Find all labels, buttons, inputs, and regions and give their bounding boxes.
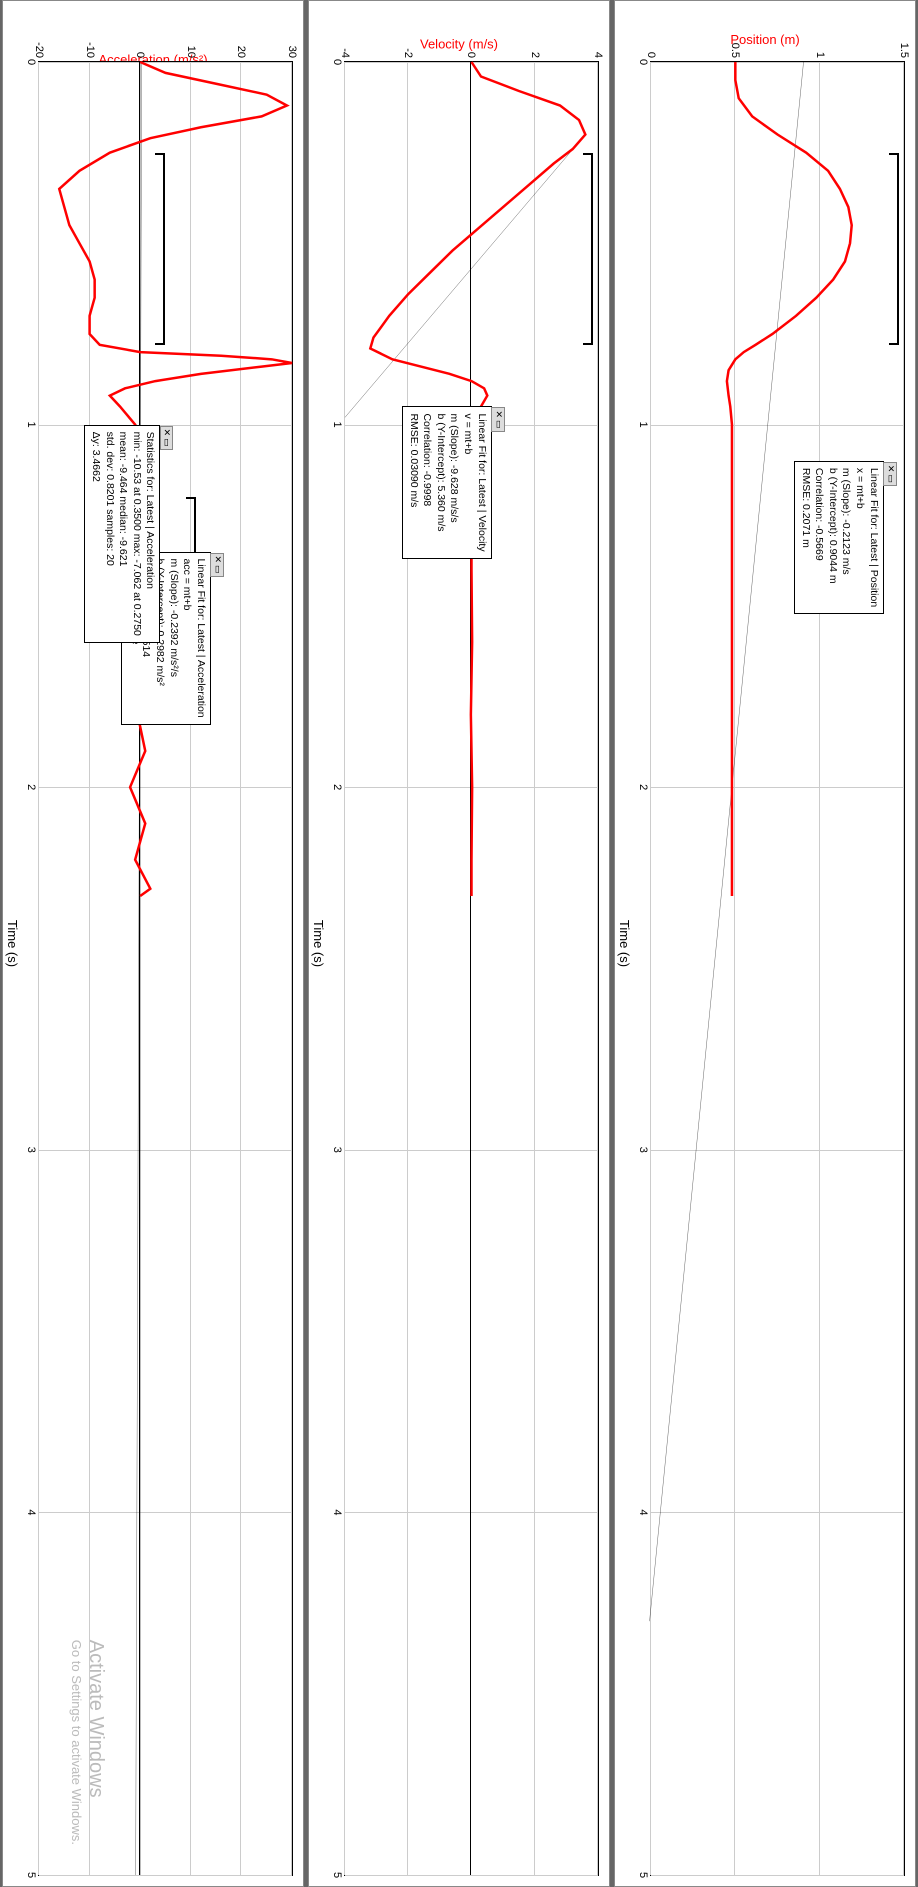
x-tick-label: 4 bbox=[25, 1509, 39, 1515]
info-box-line: x = mt+b bbox=[852, 468, 866, 607]
y-tick-label: 0 bbox=[134, 52, 146, 62]
collapse-icon[interactable]: ▭ bbox=[161, 438, 173, 447]
info-box-titlebar[interactable]: ✕▭ bbox=[160, 426, 174, 450]
y-tick-label: -10 bbox=[84, 42, 96, 62]
chart-svg bbox=[39, 62, 292, 1875]
info-box-title: Linear Fit for: Latest | Acceleration bbox=[193, 559, 207, 718]
info-box-line: m (Slope): -0.2123 m/s bbox=[839, 468, 853, 607]
x-tick-label: 4 bbox=[637, 1509, 651, 1515]
close-icon[interactable]: ✕ bbox=[211, 556, 223, 564]
acceleration-plot-area[interactable]: Activate Windows Go to Settings to activ… bbox=[38, 61, 293, 1876]
grid-vertical bbox=[651, 1875, 904, 1876]
y-tick-label: 1.5 bbox=[898, 43, 910, 62]
velocity-x-label: Time (s) bbox=[311, 920, 326, 967]
info-box-line: Correlation: -0.5669 bbox=[812, 468, 826, 607]
acceleration-chart-panel[interactable]: Acceleration (m/s²) Time (s) Activate Wi… bbox=[2, 0, 304, 1887]
info-box-titlebar[interactable]: ✕▭ bbox=[883, 462, 897, 486]
x-tick-label: 5 bbox=[637, 1872, 651, 1878]
info-box-line: RMSE: 0.2071 m bbox=[798, 468, 812, 607]
y-tick-label: 2 bbox=[529, 52, 541, 62]
position-plot-area[interactable]: 01234500.511.5✕▭Linear Fit for: Latest |… bbox=[650, 61, 905, 1876]
x-tick-label: 3 bbox=[25, 1147, 39, 1153]
x-tick-label: 5 bbox=[25, 1872, 39, 1878]
y-tick-label: -20 bbox=[33, 42, 45, 62]
x-tick-label: 2 bbox=[637, 784, 651, 790]
collapse-icon[interactable]: ▭ bbox=[492, 420, 504, 429]
chart-svg bbox=[345, 62, 598, 1875]
velocity-y-label: Velocity (m/s) bbox=[420, 37, 498, 52]
x-tick-label: 2 bbox=[25, 784, 39, 790]
info-box-line: b (Y-Intercept): 5.360 m/s bbox=[433, 413, 447, 551]
chart-svg bbox=[651, 62, 904, 1875]
info-box-line: min: -10.53 at 0.3500 max: -7.062 at 0.2… bbox=[129, 432, 143, 636]
info-box-titlebar[interactable]: ✕▭ bbox=[491, 407, 505, 431]
y-tick-label: 0 bbox=[466, 52, 478, 62]
collapse-icon[interactable]: ▭ bbox=[211, 565, 223, 574]
info-box-line: acc = mt+b bbox=[180, 559, 194, 718]
selection-bracket[interactable] bbox=[585, 153, 593, 345]
y-tick-label: 1 bbox=[814, 52, 826, 62]
info-box-line: mean: -9.464 median: -9.621 bbox=[116, 432, 130, 636]
info-box-line: m (Slope): -9.628 m/s/s bbox=[447, 413, 461, 551]
velocity-plot-area[interactable]: 012345-4-2024✕▭Linear Fit for: Latest | … bbox=[344, 61, 599, 1876]
y-tick-label: 4 bbox=[592, 52, 604, 62]
grid-vertical bbox=[39, 1875, 292, 1876]
fit-line bbox=[136, 62, 142, 1875]
fit-line bbox=[650, 62, 804, 1621]
x-tick-label: 3 bbox=[331, 1147, 345, 1153]
velocity-chart-panel[interactable]: Velocity (m/s) Time (s) 012345-4-2024✕▭L… bbox=[308, 0, 610, 1887]
close-icon[interactable]: ✕ bbox=[492, 410, 504, 418]
y-tick-label: 0 bbox=[645, 52, 657, 62]
fit-line bbox=[345, 135, 585, 418]
y-tick-label: -4 bbox=[339, 48, 351, 62]
x-tick-label: 1 bbox=[331, 422, 345, 428]
y-tick-label: 30 bbox=[286, 46, 298, 62]
x-tick-label: 4 bbox=[331, 1509, 345, 1515]
y-tick-label: 10 bbox=[185, 46, 197, 62]
info-box-titlebar[interactable]: ✕▭ bbox=[210, 553, 224, 577]
collapse-icon[interactable]: ▭ bbox=[884, 474, 896, 483]
info-box-line: RMSE: 0.03090 m/s bbox=[406, 413, 420, 551]
info-box[interactable]: ✕▭Statistics for: Latest | Accelerationm… bbox=[84, 425, 160, 643]
close-icon[interactable]: ✕ bbox=[884, 465, 896, 473]
info-box-title: Linear Fit for: Latest | Position bbox=[866, 468, 880, 607]
info-box-line: m (Slope): -0.2392 m/s²/s bbox=[166, 559, 180, 718]
close-icon[interactable]: ✕ bbox=[161, 429, 173, 437]
selection-bracket[interactable] bbox=[891, 153, 899, 345]
info-box[interactable]: ✕▭Linear Fit for: Latest | Positionx = m… bbox=[794, 461, 884, 614]
info-box-line: v = mt+b bbox=[460, 413, 474, 551]
y-tick-label: 20 bbox=[235, 46, 247, 62]
position-chart-panel[interactable]: Position (m) Time (s) 01234500.511.5✕▭Li… bbox=[614, 0, 916, 1887]
y-tick-label: 0.5 bbox=[729, 43, 741, 62]
info-box-line: std. dev: 0.8201 samples: 20 bbox=[102, 432, 116, 636]
x-tick-label: 1 bbox=[25, 422, 39, 428]
selection-bracket[interactable] bbox=[158, 153, 166, 345]
info-box-line: Δy: 3.4662 bbox=[88, 432, 102, 636]
x-tick-label: 5 bbox=[331, 1872, 345, 1878]
acceleration-x-label: Time (s) bbox=[5, 920, 20, 967]
x-tick-label: 3 bbox=[637, 1147, 651, 1153]
x-tick-label: 1 bbox=[637, 422, 651, 428]
info-box-title: Statistics for: Latest | Acceleration bbox=[143, 432, 157, 636]
grid-vertical bbox=[345, 1875, 598, 1876]
info-box-title: Linear Fit for: Latest | Velocity bbox=[474, 413, 488, 551]
info-box-line: b (Y-Intercept): 0.9044 m bbox=[825, 468, 839, 607]
info-box[interactable]: ✕▭Linear Fit for: Latest | Velocityv = m… bbox=[402, 406, 492, 558]
x-tick-label: 2 bbox=[331, 784, 345, 790]
chart-stack: Position (m) Time (s) 01234500.511.5✕▭Li… bbox=[0, 0, 918, 1887]
y-tick-label: -2 bbox=[402, 48, 414, 62]
position-x-label: Time (s) bbox=[617, 920, 632, 967]
info-box-line: Correlation: -0.9998 bbox=[420, 413, 434, 551]
